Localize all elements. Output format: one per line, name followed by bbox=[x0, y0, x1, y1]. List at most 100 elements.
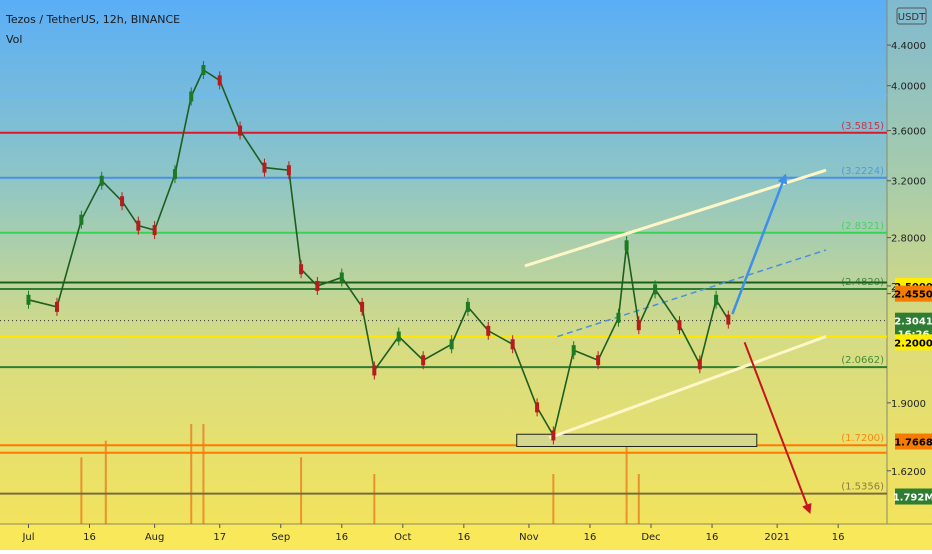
price-tick-label-2: 3.6000 bbox=[891, 127, 926, 138]
price-tick-label-7: 1.9000 bbox=[891, 399, 926, 410]
level-label-7: (1.5356) bbox=[841, 482, 884, 493]
candle-body-3 bbox=[99, 175, 104, 186]
candle-body-31 bbox=[636, 320, 641, 331]
price-tick-label-8: 1.6200 bbox=[891, 467, 926, 478]
currency-badge: USDT bbox=[898, 12, 926, 23]
candle-body-11 bbox=[238, 125, 243, 136]
price-badge-5: 1.7668 bbox=[894, 438, 932, 449]
candle-body-12 bbox=[262, 162, 267, 173]
candle-body-35 bbox=[714, 294, 719, 305]
volume-bar-3 bbox=[202, 424, 205, 524]
time-tick-label-5: 16 bbox=[335, 532, 348, 543]
currency-badge-frame[interactable] bbox=[896, 7, 927, 25]
candle-body-27 bbox=[571, 345, 576, 356]
support-box bbox=[516, 433, 758, 447]
legend-symbol[interactable]: Tezos / TetherUS, 12h, BINANCE bbox=[5, 13, 180, 26]
candle-body-30 bbox=[624, 240, 629, 251]
price-badge-1: 2.4550 bbox=[894, 290, 932, 301]
volume-bar-1 bbox=[104, 440, 107, 524]
time-tick-label-4: Sep bbox=[271, 532, 290, 543]
price-badges: 2.50002.45502.304116:262.20001.76681.792… bbox=[893, 277, 932, 505]
candle-body-5 bbox=[136, 220, 141, 231]
time-tick-label-1: 16 bbox=[83, 532, 96, 543]
projection-arrows bbox=[731, 173, 812, 515]
time-tick-label-13: 16 bbox=[832, 532, 845, 543]
price-badge-bg-6 bbox=[895, 488, 932, 505]
candle-body-18 bbox=[372, 365, 377, 376]
candle-body-2 bbox=[79, 214, 84, 225]
candle-body-8 bbox=[189, 91, 194, 102]
time-tick-label-6: Oct bbox=[394, 532, 411, 543]
volume-bar-2 bbox=[190, 424, 193, 524]
level-label-0: (3.9094) bbox=[841, 83, 884, 94]
price-badge-bg-1 bbox=[895, 285, 932, 302]
volume-bar-6 bbox=[552, 474, 555, 524]
candle-body-19 bbox=[396, 331, 401, 342]
candle-body-14 bbox=[299, 264, 304, 275]
time-tick-label-2: Aug bbox=[145, 532, 165, 543]
candle-body-22 bbox=[465, 301, 470, 312]
candle-body-1 bbox=[54, 301, 59, 312]
time-tick-label-9: 16 bbox=[584, 532, 597, 543]
price-badge-6: 1.792M bbox=[893, 493, 932, 504]
volume-bar-0 bbox=[80, 457, 83, 524]
volume-bar-7 bbox=[625, 440, 628, 524]
time-tick-label-10: Dec bbox=[641, 532, 660, 543]
price-tick-label-4: 2.8000 bbox=[891, 234, 926, 245]
price-tick-label-1: 4.0000 bbox=[891, 82, 926, 93]
time-tick-label-12: 2021 bbox=[764, 532, 789, 543]
time-axis-strip bbox=[0, 524, 932, 550]
arrow-down bbox=[743, 341, 812, 515]
time-tick-label-3: 17 bbox=[213, 532, 226, 543]
volume-bar-5 bbox=[373, 474, 376, 524]
legend-volume[interactable]: Vol bbox=[6, 33, 22, 46]
drawing-overlays bbox=[516, 168, 827, 447]
candle-body-9 bbox=[201, 64, 206, 75]
candle-body-0 bbox=[26, 294, 31, 305]
candle-body-6 bbox=[152, 225, 157, 236]
volume-bar-8 bbox=[637, 474, 640, 524]
candle-body-4 bbox=[120, 196, 125, 207]
channel-mid-line bbox=[557, 249, 827, 338]
price-badge-bg-5 bbox=[895, 433, 932, 450]
candle-body-20 bbox=[421, 355, 426, 366]
candle-body-13 bbox=[286, 165, 291, 176]
level-label-5: (2.0662) bbox=[841, 355, 884, 366]
time-tick-label-0: Jul bbox=[21, 532, 34, 543]
time-axis-ticks: Jul 16 Aug 17 Sep 16 Oct 16 Nov 16 Dec 16 2021 16 bbox=[21, 524, 845, 543]
candle-body-33 bbox=[677, 320, 682, 331]
level-label-2: (3.2224) bbox=[841, 166, 884, 177]
price-tick-label-0: 4.4000 bbox=[891, 41, 926, 52]
price-badge-4: 2.2000 bbox=[894, 338, 932, 349]
candle-body-25 bbox=[535, 402, 540, 413]
level-label-3: (2.8321) bbox=[841, 221, 884, 232]
volume-bar-4 bbox=[300, 457, 303, 524]
price-badge-bg-4 bbox=[895, 334, 932, 351]
candle-body-26 bbox=[551, 430, 556, 441]
price-badge-bg-2 bbox=[895, 312, 932, 329]
candle-body-17 bbox=[360, 301, 365, 312]
channel-lower-line bbox=[548, 335, 827, 440]
price-tick-label-3: 3.2000 bbox=[891, 177, 926, 188]
volume-bars bbox=[80, 424, 640, 524]
candle-body-28 bbox=[596, 355, 601, 366]
time-tick-label-8: Nov bbox=[519, 532, 539, 543]
level-label-1: (3.5815) bbox=[841, 121, 884, 132]
time-tick-label-7: 16 bbox=[457, 532, 470, 543]
price-badge-2: 2.3041 bbox=[894, 317, 932, 328]
level-label-6: (1.7200) bbox=[841, 433, 884, 444]
arrow-up bbox=[731, 173, 788, 315]
candle-body-29 bbox=[616, 312, 621, 323]
candle-body-36 bbox=[726, 314, 731, 325]
candle-body-34 bbox=[697, 359, 702, 370]
channel-upper-line bbox=[524, 168, 827, 268]
candle-body-15 bbox=[315, 280, 320, 291]
time-tick-label-11: 16 bbox=[706, 532, 719, 543]
price-series bbox=[26, 60, 731, 445]
candle-body-7 bbox=[172, 169, 177, 180]
candle-body-24 bbox=[510, 339, 515, 350]
candle-body-10 bbox=[217, 75, 222, 86]
